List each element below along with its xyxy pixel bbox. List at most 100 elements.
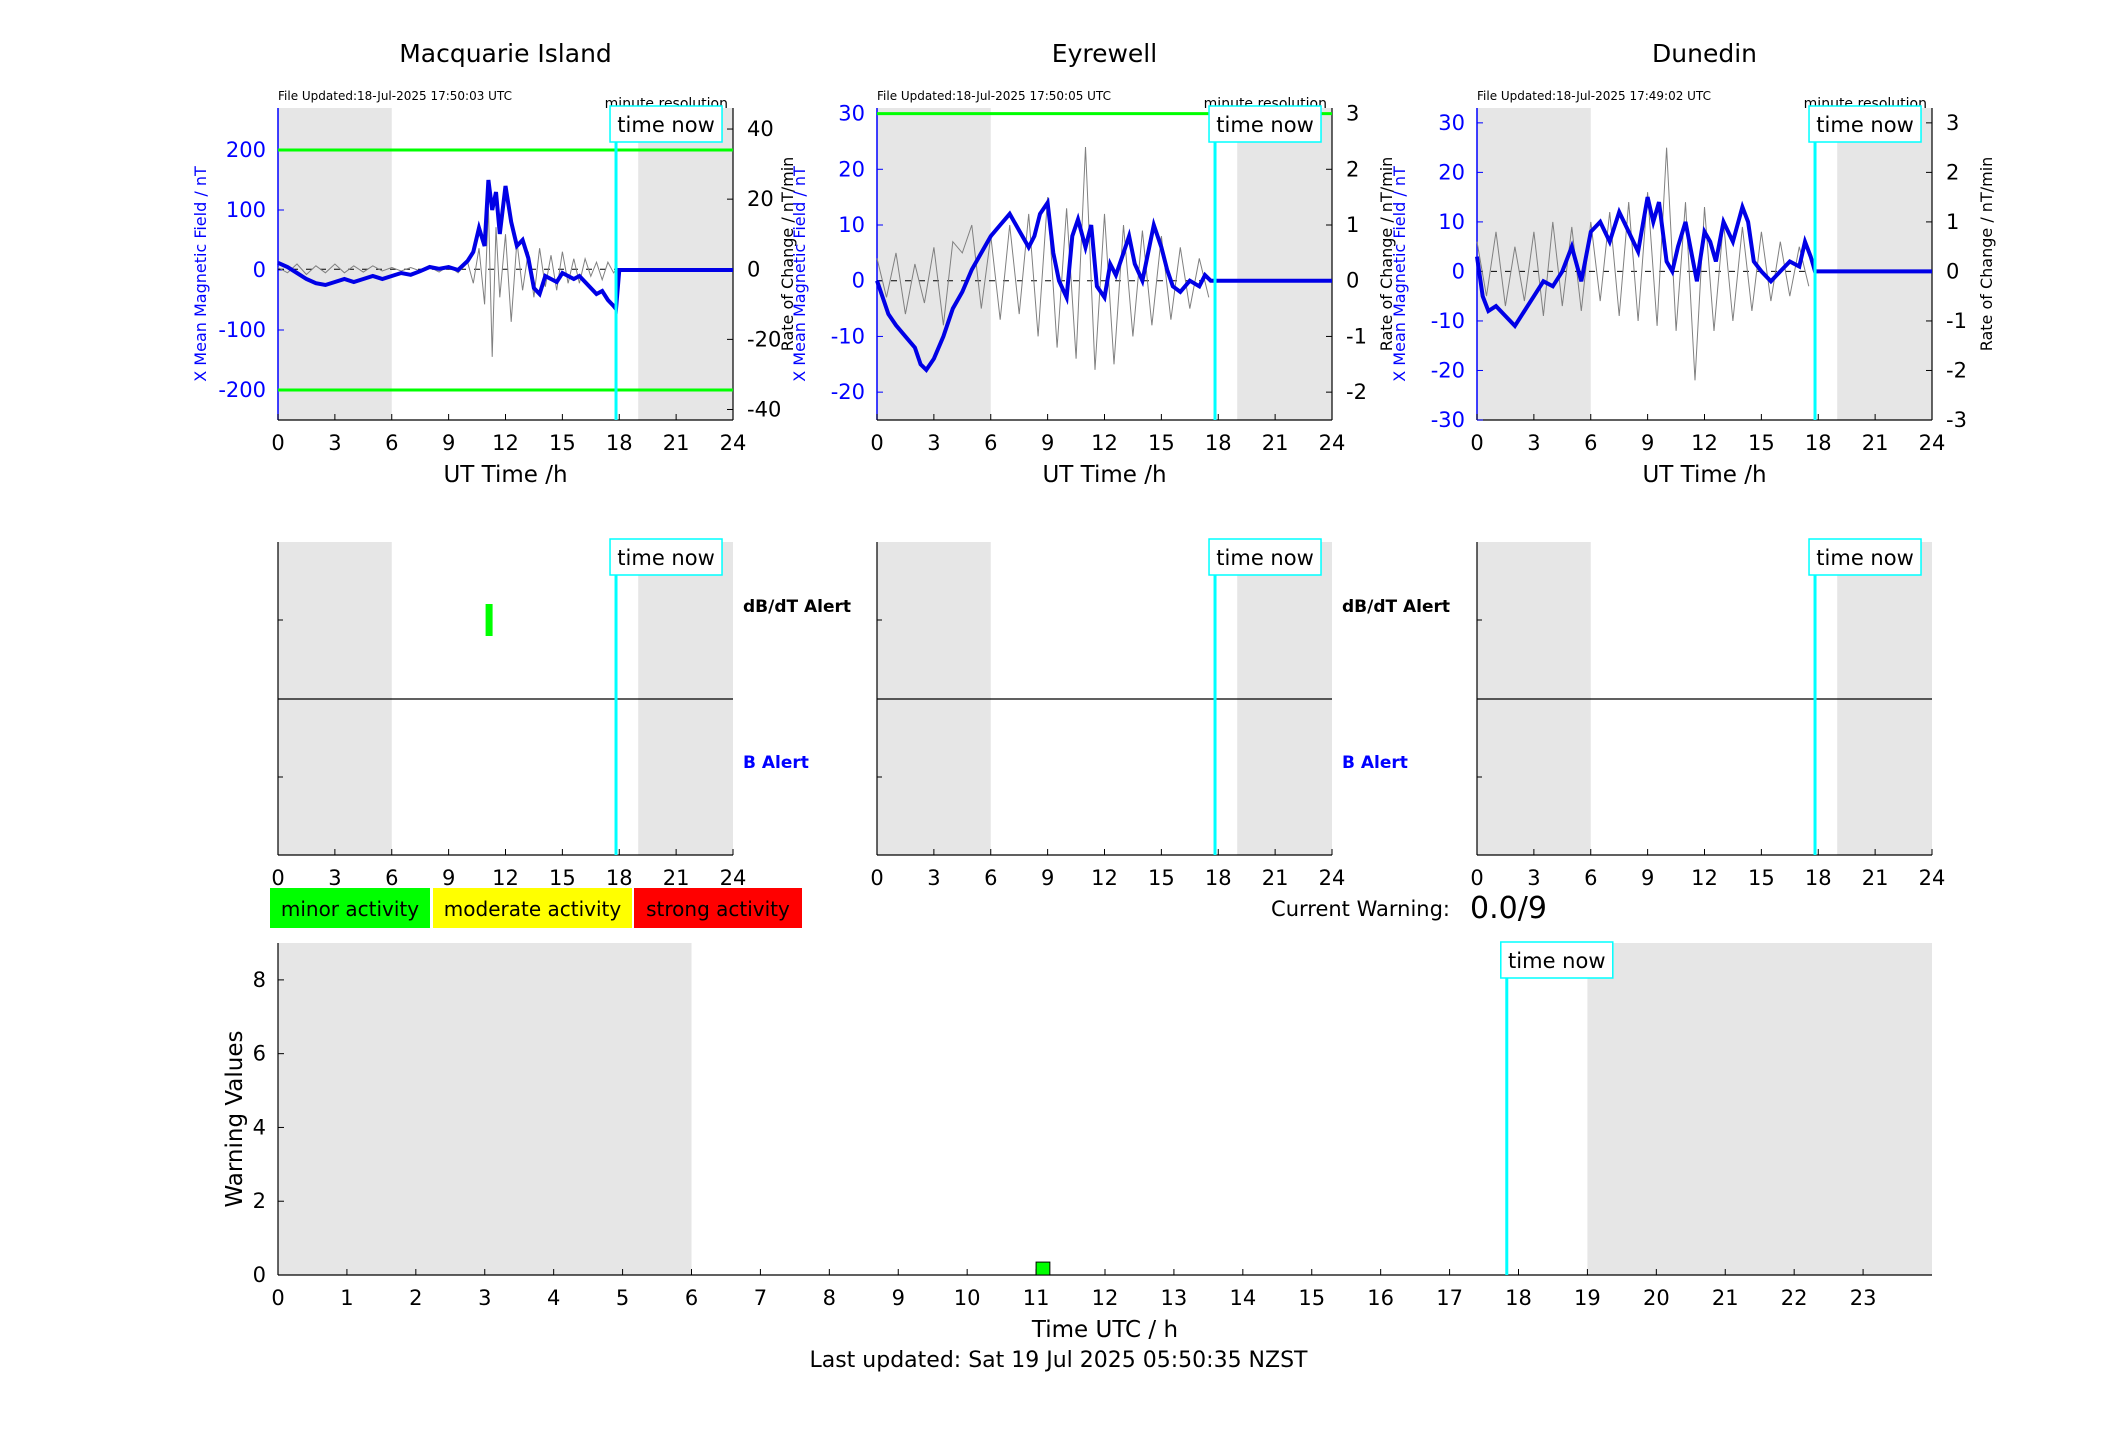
footer-last-updated: Last updated: Sat 19 Jul 2025 05:50:35 N…	[809, 1348, 1308, 1373]
eyrewell-alerts-x-tick-label: 3	[927, 866, 940, 890]
warning-x-tick-label: 5	[616, 1286, 629, 1310]
dunedin-alerts-x-tick-label: 21	[1862, 866, 1889, 890]
dunedin-y-tick-label: 10	[1438, 210, 1465, 234]
dunedin-y-tick-label: 30	[1438, 111, 1465, 135]
warning-night-shade	[278, 943, 692, 1275]
dunedin-alerts-time-now-box	[1808, 538, 1922, 576]
macquarie-alerts-x-tick-label: 15	[549, 866, 576, 890]
dunedin-y-tick-label: -10	[1431, 309, 1465, 333]
dunedin-x-tick-label: 18	[1805, 431, 1832, 455]
eyrewell-alerts-dbdt-alert-label: dB/dT Alert	[1342, 597, 1450, 617]
dunedin-title: Dunedin	[1652, 39, 1757, 68]
macquarie-island-y-tick-label: -100	[218, 318, 266, 342]
eyrewell-x-tick-label: 18	[1205, 431, 1232, 455]
macquarie-alerts-time-now-label: time now	[617, 546, 714, 570]
eyrewell-y-right-tick-label: 2	[1346, 157, 1359, 181]
macquarie-alerts-x-tick-label: 24	[720, 866, 747, 890]
eyrewell-alerts-x-tick-label: 18	[1205, 866, 1232, 890]
dunedin-night-shade	[1477, 108, 1591, 420]
warning-x-tick-label: 10	[954, 1286, 981, 1310]
macquarie-alerts-alert-bar	[485, 604, 493, 636]
macquarie-island-time-now-label: time now	[617, 113, 714, 137]
dunedin-y-tick-label: -30	[1431, 408, 1465, 432]
dunedin-alerts-x-tick-label: 6	[1584, 866, 1597, 890]
eyrewell-alerts-x-tick-label: 0	[870, 866, 883, 890]
dunedin-y-right-tick-label: -1	[1946, 309, 1967, 333]
dunedin-y-axis-label: X Mean Magnetic Field / nT	[1390, 166, 1409, 382]
eyrewell-y-tick-label: 0	[852, 269, 865, 293]
macquarie-island-x-axis-label: UT Time /h	[443, 462, 567, 488]
dunedin-file-updated: File Updated:18-Jul-2025 17:49:02 UTC	[1477, 89, 1711, 103]
warning-x-tick-label: 16	[1367, 1286, 1394, 1310]
dunedin-x-tick-label: 12	[1691, 431, 1718, 455]
dunedin-alerts-x-tick-label: 9	[1641, 866, 1654, 890]
dunedin-x-tick-label: 21	[1862, 431, 1889, 455]
warning-x-tick-label: 8	[823, 1286, 836, 1310]
macquarie-alerts-x-tick-label: 0	[271, 866, 284, 890]
macquarie-island-time-now-box	[609, 105, 723, 143]
macquarie-island-x-tick-label: 21	[663, 431, 690, 455]
warning-time-now-box	[1500, 941, 1614, 979]
eyrewell-y-tick-label: -10	[831, 324, 865, 348]
warning-x-tick-label: 9	[892, 1286, 905, 1310]
eyrewell-y-tick-label: 20	[838, 157, 865, 181]
warning-x-tick-label: 7	[754, 1286, 767, 1310]
eyrewell-y-right-tick-label: 0	[1346, 269, 1359, 293]
macquarie-island-y-right-tick-label: -20	[747, 327, 781, 351]
macquarie-island-x-tick-label: 0	[271, 431, 284, 455]
dunedin-x-axis-label: UT Time /h	[1642, 462, 1766, 488]
warning-x-tick-label: 0	[271, 1286, 284, 1310]
eyrewell-y-right-tick-label: 3	[1346, 102, 1359, 126]
macquarie-alerts-dbdt-alert-label: dB/dT Alert	[743, 597, 851, 617]
warning-x-tick-label: 4	[547, 1286, 560, 1310]
eyrewell-y-right-axis-label: Rate of Change / nT/min	[1377, 157, 1396, 352]
macquarie-island-y-right-axis-label: Rate of Change / nT/min	[778, 157, 797, 352]
warning-x-tick-label: 11	[1023, 1286, 1050, 1310]
macquarie-island-x-tick-label: 3	[328, 431, 341, 455]
warning-x-tick-label: 15	[1298, 1286, 1325, 1310]
dunedin-x-tick-label: 3	[1527, 431, 1540, 455]
warning-night-shade	[1587, 943, 1932, 1275]
dunedin-rate-series-line	[1476, 147, 1810, 381]
macquarie-island-y-axis-label: X Mean Magnetic Field / nT	[191, 166, 210, 382]
eyrewell-alerts-time-now-box	[1208, 538, 1322, 576]
warning-y-tick-label: 4	[253, 1115, 266, 1139]
dunedin-y-right-tick-label: -3	[1946, 408, 1967, 432]
warning-x-tick-label: 12	[1092, 1286, 1119, 1310]
dunedin-alerts-x-tick-label: 3	[1527, 866, 1540, 890]
warning-y-axis-label: Warning Values	[222, 1030, 248, 1207]
dunedin-time-now-label: time now	[1816, 113, 1913, 137]
warning-x-tick-label: 19	[1574, 1286, 1601, 1310]
macquarie-alerts-x-tick-label: 12	[492, 866, 519, 890]
eyrewell-alerts-x-tick-label: 15	[1148, 866, 1175, 890]
warning-x-tick-label: 18	[1505, 1286, 1532, 1310]
macquarie-alerts-x-tick-label: 18	[606, 866, 633, 890]
eyrewell-x-tick-label: 12	[1091, 431, 1118, 455]
dunedin-time-now-box	[1808, 105, 1922, 143]
eyrewell-x-tick-label: 0	[870, 431, 883, 455]
macquarie-island-x-tick-label: 12	[492, 431, 519, 455]
legend-label-0: minor activity	[281, 897, 419, 921]
dunedin-x-tick-label: 6	[1584, 431, 1597, 455]
dunedin-y-right-tick-label: 1	[1946, 210, 1959, 234]
macquarie-island-x-tick-label: 15	[549, 431, 576, 455]
macquarie-alerts-x-tick-label: 9	[442, 866, 455, 890]
macquarie-island-y-tick-label: 0	[253, 258, 266, 282]
warning-x-tick-label: 21	[1712, 1286, 1739, 1310]
dunedin-alerts-x-tick-label: 15	[1748, 866, 1775, 890]
warning-x-tick-label: 22	[1781, 1286, 1808, 1310]
current-warning-label: Current Warning:	[1271, 897, 1450, 921]
dunedin-y-tick-label: 0	[1452, 259, 1465, 283]
eyrewell-field-series-line	[875, 197, 1332, 374]
eyrewell-y-tick-label: 30	[838, 102, 865, 126]
eyrewell-y-right-tick-label: -2	[1346, 380, 1367, 404]
warning-x-tick-label: 2	[409, 1286, 422, 1310]
dunedin-y-tick-label: 20	[1438, 160, 1465, 184]
eyrewell-alerts-time-now-label: time now	[1216, 546, 1313, 570]
eyrewell-y-right-tick-label: 1	[1346, 213, 1359, 237]
macquarie-island-title: Macquarie Island	[399, 39, 612, 68]
warning-y-tick-label: 0	[253, 1263, 266, 1287]
dunedin-x-tick-label: 9	[1641, 431, 1654, 455]
warning-x-axis-label: Time UTC / h	[1031, 1317, 1178, 1343]
